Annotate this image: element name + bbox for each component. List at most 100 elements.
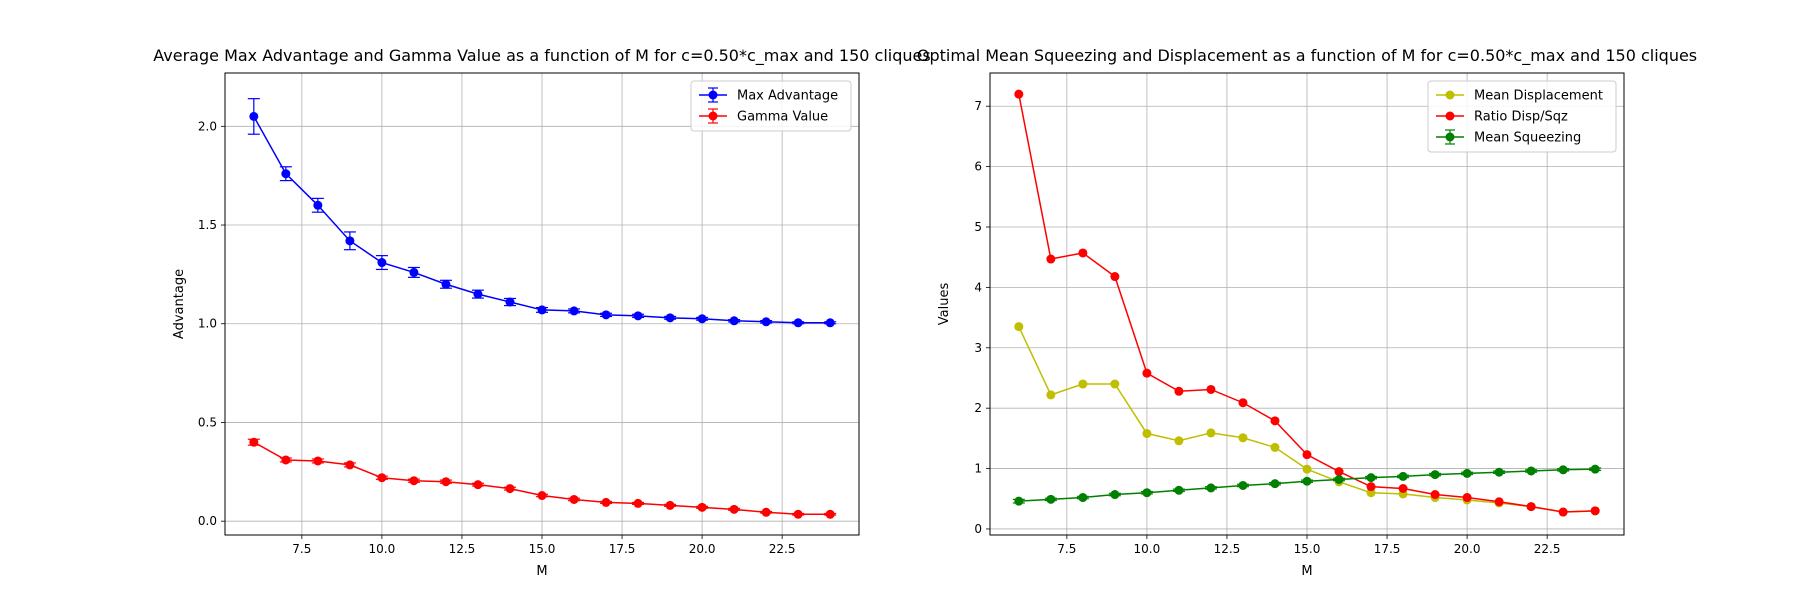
data-point [345, 236, 355, 246]
data-point [249, 111, 259, 121]
x-tick-label: 17.5 [609, 542, 636, 556]
plot-frame [989, 72, 1625, 536]
x-axis-label: M [536, 564, 547, 579]
data-point [473, 289, 483, 299]
data-point [1270, 416, 1280, 426]
data-point [1078, 493, 1088, 503]
data-point [1174, 386, 1184, 396]
data-point [1590, 506, 1600, 516]
y-tick-label: 1.5 [198, 218, 217, 232]
data-point [697, 314, 707, 324]
data-point [793, 509, 803, 519]
legend: Mean Displacement Ratio Disp/Sqz Mean Sque… [1427, 80, 1617, 153]
legend-label: Gamma Value [737, 110, 828, 125]
data-point [1046, 494, 1056, 504]
x-tick-label: 7.5 [1057, 542, 1076, 556]
data-point [377, 258, 387, 268]
data-point [729, 504, 739, 514]
data-point [1206, 384, 1216, 394]
data-point [633, 311, 643, 321]
data-point [1494, 497, 1504, 507]
plot-frame [224, 72, 860, 536]
x-tick-label: 10.0 [1134, 542, 1161, 556]
data-point [1238, 480, 1248, 490]
legend-box [690, 80, 852, 132]
y-axis-label: Values [937, 283, 952, 326]
legend-marker [1445, 111, 1455, 121]
y-tick-label: 2.0 [198, 119, 217, 133]
data-point [1046, 254, 1056, 264]
data-point [1494, 467, 1504, 477]
data-point [1302, 450, 1312, 460]
y-tick-label: 6 [974, 160, 982, 174]
data-point [249, 437, 259, 447]
data-point [1238, 433, 1248, 443]
legend-marker [708, 90, 718, 100]
data-point [1046, 390, 1056, 400]
x-tick-label: 22.5 [1534, 542, 1561, 556]
data-point [1206, 483, 1216, 493]
x-tick-label: 20.0 [1454, 542, 1481, 556]
y-tick-label: 4 [974, 280, 982, 294]
data-point [793, 318, 803, 328]
data-point [601, 497, 611, 507]
data-point [1078, 379, 1088, 389]
data-point [473, 480, 483, 490]
data-point [1110, 379, 1120, 389]
x-tick-label: 7.5 [292, 542, 311, 556]
data-point [665, 313, 675, 323]
series-1 [247, 98, 837, 328]
x-tick-label: 10.0 [369, 542, 396, 556]
data-point [1334, 467, 1344, 477]
legend-label: Mean Displacement [1474, 89, 1603, 104]
legend: Max Advantage Gamma Value [690, 80, 852, 132]
data-point [1110, 272, 1120, 282]
legend-label: Ratio Disp/Sqz [1474, 110, 1568, 125]
data-point [313, 200, 323, 210]
data-point [1526, 466, 1536, 476]
data-point [1238, 398, 1248, 408]
y-tick-label: 2 [974, 401, 982, 415]
legend-box [1427, 80, 1617, 153]
data-point [1558, 465, 1568, 475]
data-point [377, 473, 387, 483]
x-tick-label: 12.5 [1214, 542, 1241, 556]
data-point [1206, 428, 1216, 438]
y-tick-label: 7 [974, 99, 982, 113]
data-point [1142, 429, 1152, 439]
data-point [1174, 436, 1184, 446]
data-point [1590, 464, 1600, 474]
chart-title: Average Max Advantage and Gamma Value as… [153, 46, 930, 66]
data-point [761, 317, 771, 327]
data-point [505, 484, 515, 494]
data-point [1110, 490, 1120, 500]
x-tick-label: 17.5 [1374, 542, 1401, 556]
data-point [569, 306, 579, 316]
data-point [281, 169, 291, 179]
data-point [1270, 479, 1280, 489]
chart-2: 7.5 10.0 12.5 15.0 17.5 20.0 22.5 0 1 2 3 4 5 6 7 Optim… [917, 46, 1697, 579]
data-point [729, 316, 739, 326]
x-tick-label: 20.0 [689, 542, 716, 556]
data-point [761, 507, 771, 517]
data-point [1398, 471, 1408, 481]
data-point [1462, 493, 1472, 503]
data-point [1174, 485, 1184, 495]
data-point [1302, 476, 1312, 486]
x-axis-label: M [1301, 564, 1312, 579]
data-point [697, 502, 707, 512]
data-point [569, 494, 579, 504]
data-point [633, 498, 643, 508]
data-point [345, 460, 355, 470]
legend-marker [708, 111, 718, 121]
data-point [537, 491, 547, 501]
y-tick-label: 1 [974, 462, 982, 476]
y-tick-label: 3 [974, 341, 982, 355]
data-point [1142, 368, 1152, 378]
data-point [1142, 488, 1152, 498]
chart-title: Optimal Mean Squeezing and Displacement … [917, 46, 1697, 66]
legend-label: Max Advantage [737, 89, 838, 104]
legend-label: Mean Squeezing [1474, 131, 1581, 146]
data-point [1270, 442, 1280, 452]
